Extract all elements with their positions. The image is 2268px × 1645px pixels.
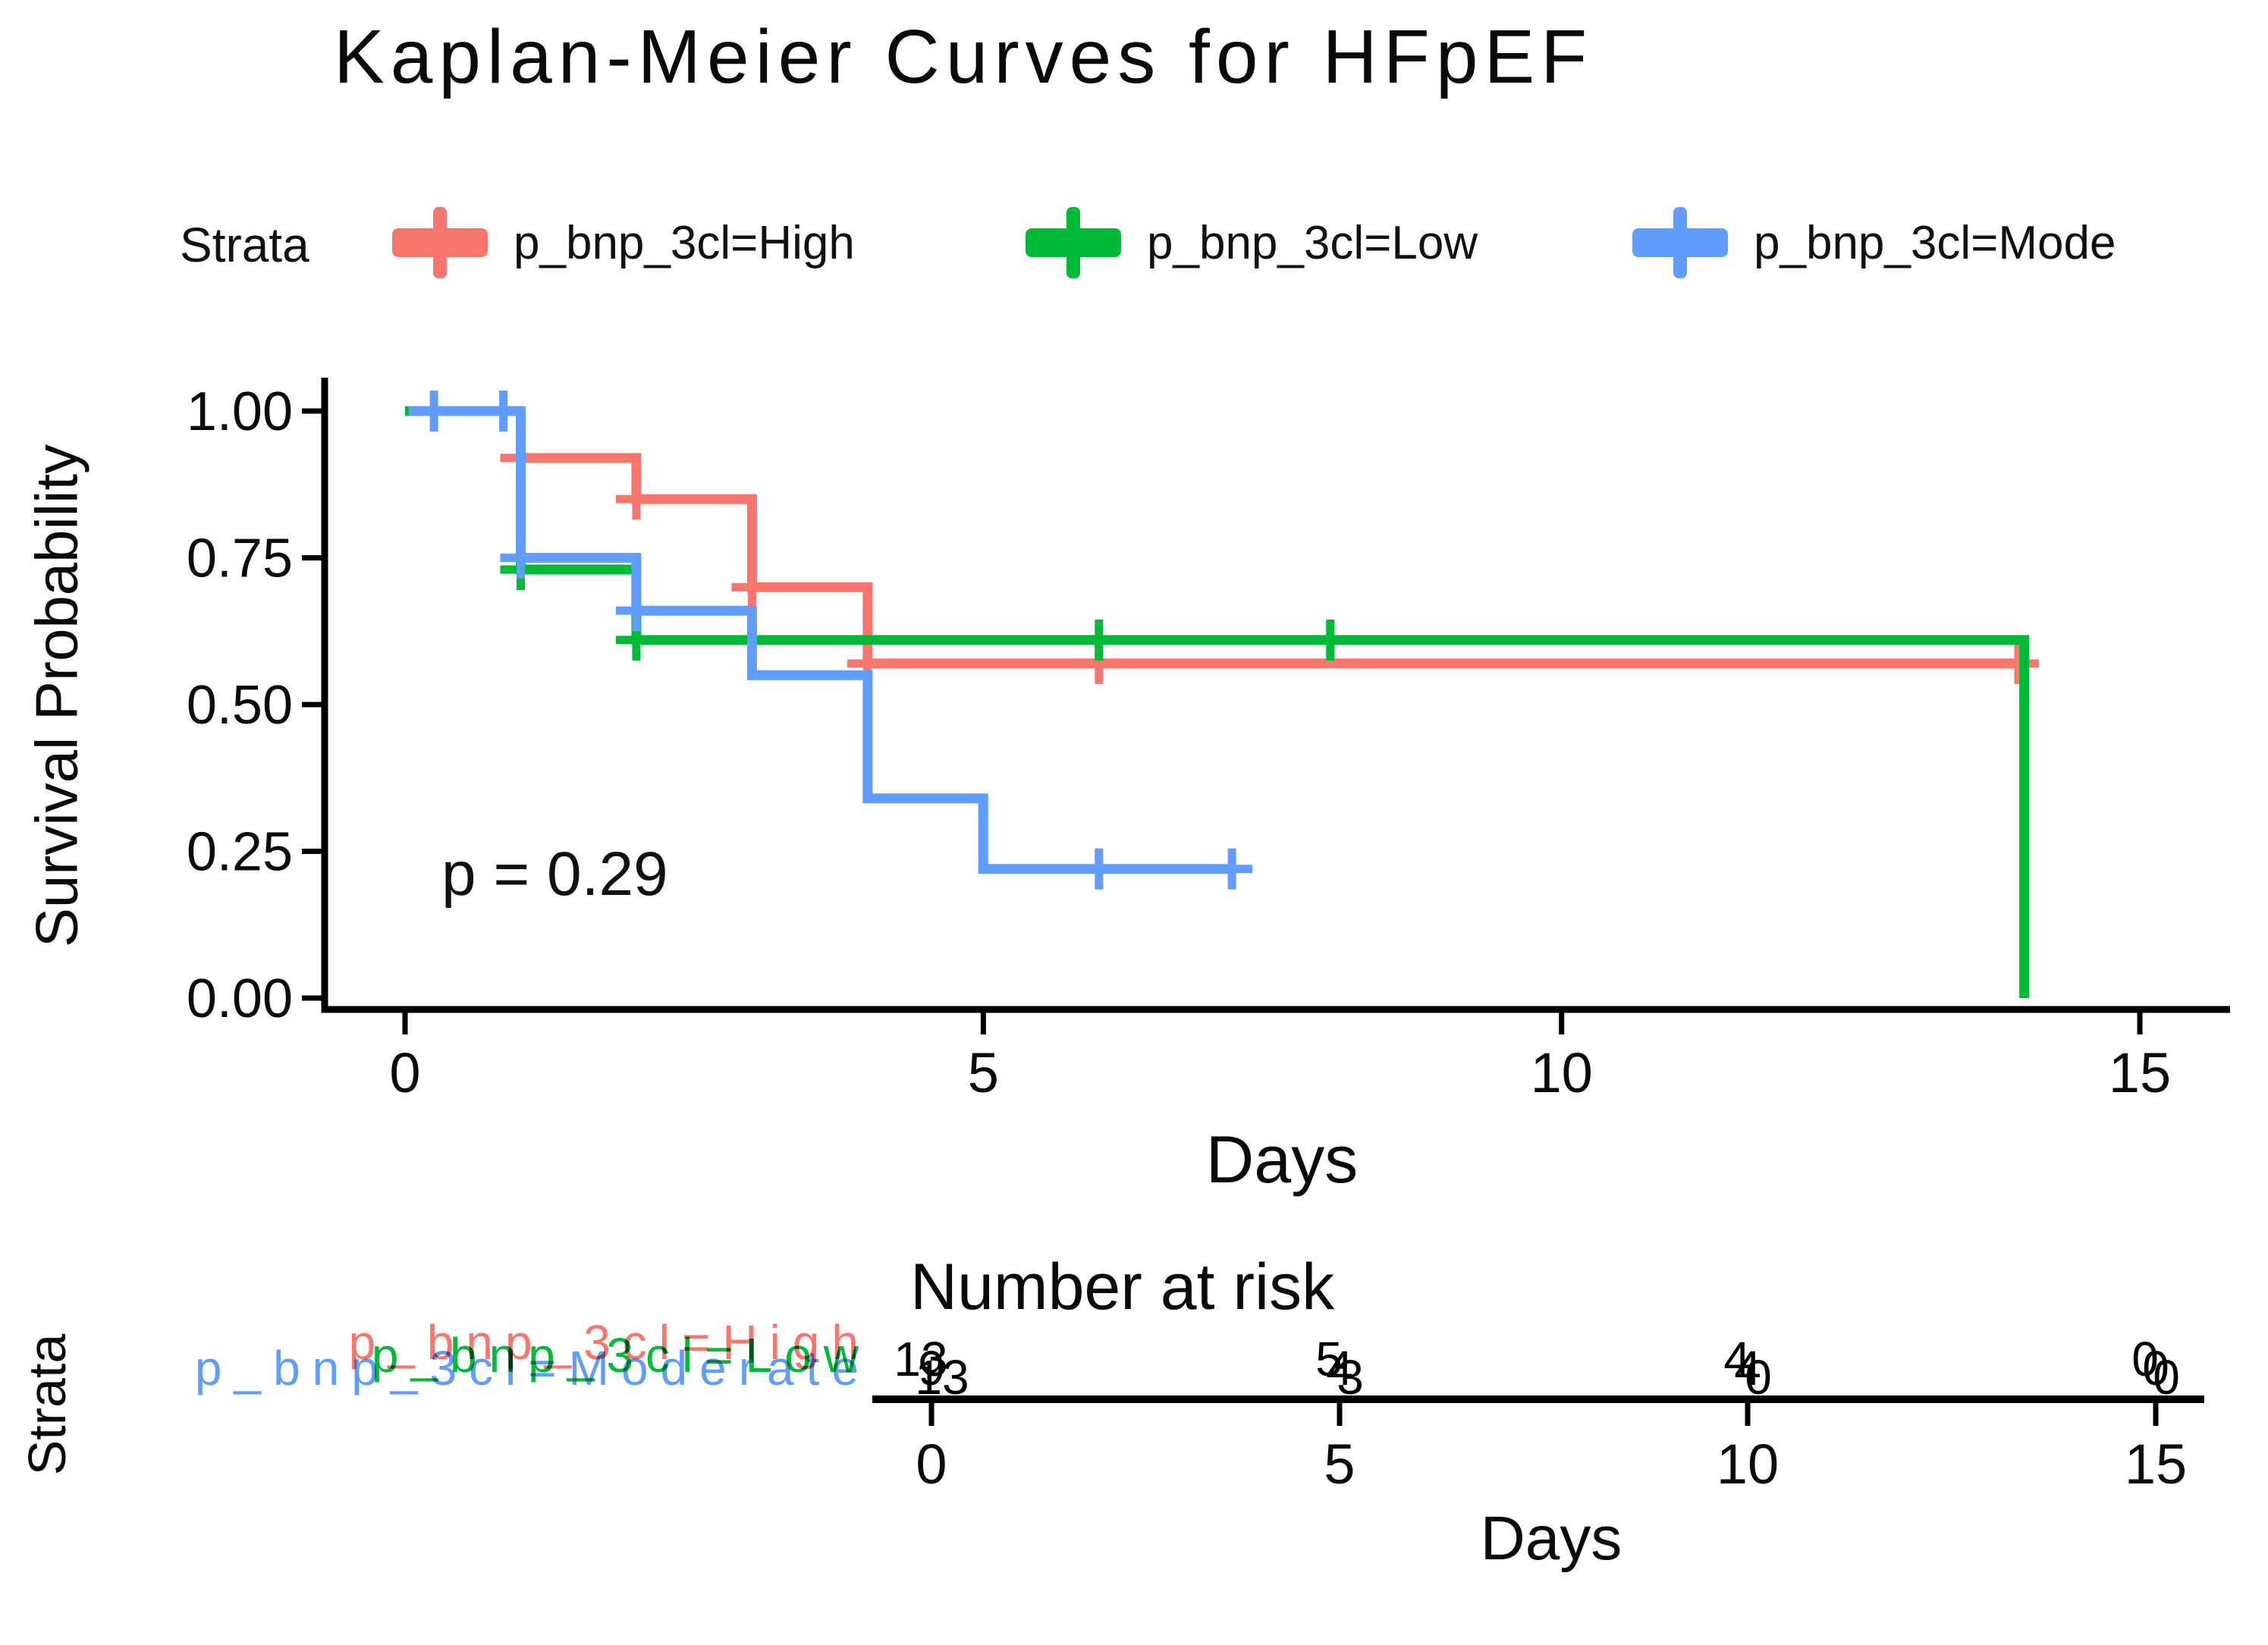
censor-plus-icon [392, 207, 488, 278]
risk-x-tick-label: 0 [916, 1433, 947, 1496]
risk-row-label-low: p_bnp_3cl=Low [371, 1328, 871, 1383]
risk-count: 0 [2142, 1341, 2169, 1395]
risk-count: 0 [2153, 1350, 2180, 1405]
censor-plus-icon [1026, 207, 1121, 278]
risk-x-tick-label: 10 [1717, 1433, 1779, 1496]
x-tick-label: 5 [968, 1041, 999, 1104]
y-axis-title: Survival Probability [23, 444, 90, 948]
y-tick-label: 0.00 [187, 968, 293, 1029]
legend-item-moderate: p_bnp_3cl=Mode [1623, 201, 2116, 284]
risk-count: 0 [1745, 1350, 1772, 1405]
risk-count: 4 [1723, 1332, 1751, 1386]
censor-plus-icon [1632, 207, 1728, 278]
risk-x-tick-label: 15 [2125, 1433, 2187, 1496]
legend-title: Strata [180, 218, 309, 272]
risk-table-title: Number at risk [910, 1251, 1335, 1323]
km-curve-high [405, 406, 2025, 669]
y-tick-label: 1.00 [187, 381, 293, 442]
risk-x-tick-label: 5 [1324, 1433, 1355, 1496]
risk-count: 4 [1326, 1341, 1353, 1395]
legend-item-high: p_bnp_3cl=High [383, 201, 855, 284]
y-tick-label: 0.50 [187, 675, 293, 736]
risk-count: 13 [894, 1332, 947, 1386]
risk-count: 13 [915, 1350, 969, 1405]
x-tick-label: 0 [389, 1041, 420, 1104]
p-value-annotation: p = 0.29 [441, 840, 668, 909]
legend-label-moderate: p_bnp_3cl=Mode [1754, 216, 2116, 269]
risk-count: 3 [1337, 1350, 1364, 1405]
x-axis-title: Days [1205, 1122, 1359, 1197]
risk-row-label-high: p_bnp_3cl=High [348, 1315, 871, 1370]
risk-row-label-moderate: p_bnp_3cl=Moderate [194, 1341, 871, 1395]
risk-count: 9 [918, 1341, 945, 1395]
risk-count: 0 [2131, 1332, 2159, 1386]
x-tick-label: 15 [2109, 1041, 2171, 1104]
chart-title: Kaplan-Meier Curves for HFpEF [334, 14, 1594, 99]
y-tick-label: 0.25 [187, 822, 293, 883]
legend-item-low: p_bnp_3cl=Low [1016, 201, 1478, 284]
x-tick-label: 10 [1531, 1041, 1593, 1104]
legend-label-low: p_bnp_3cl=Low [1147, 216, 1478, 269]
legend-label-high: p_bnp_3cl=High [514, 216, 855, 269]
risk-count: 5 [1315, 1332, 1343, 1386]
risk-x-axis-title: Days [1480, 1504, 1622, 1573]
y-tick-label: 0.75 [187, 529, 293, 589]
km-curve-moderate [408, 406, 1233, 874]
risk-count: 4 [1734, 1341, 1761, 1395]
